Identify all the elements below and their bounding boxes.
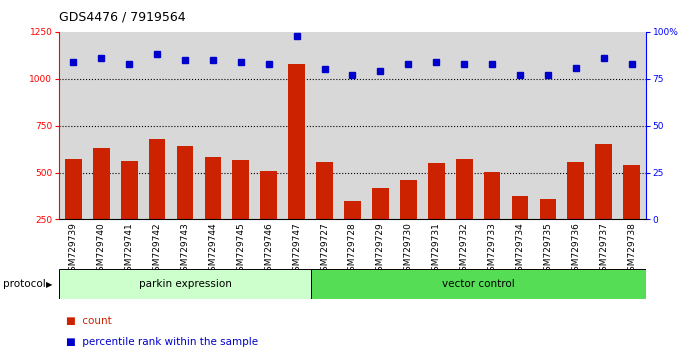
Bar [316,162,333,266]
Text: parkin expression: parkin expression [138,279,232,289]
Bar [260,171,277,266]
Text: ▶: ▶ [46,280,52,289]
Bar [93,148,110,266]
Bar [59,269,311,299]
Bar [344,201,361,266]
Text: protocol: protocol [3,279,46,289]
Bar [121,161,138,266]
Bar [372,188,389,266]
Bar [595,144,612,266]
Bar [623,165,640,266]
Text: ■  percentile rank within the sample: ■ percentile rank within the sample [66,337,258,347]
Bar [177,146,193,266]
Text: GDS4476 / 7919564: GDS4476 / 7919564 [59,11,186,24]
Bar [540,199,556,266]
Bar [149,139,165,266]
Bar [311,269,646,299]
Bar [428,163,445,266]
Bar [205,156,221,266]
Bar [456,159,473,266]
Bar [484,172,500,266]
Bar [65,159,82,266]
Bar [288,64,305,266]
Bar [232,160,249,266]
Bar [400,180,417,266]
Text: vector control: vector control [442,279,514,289]
Text: ■  count: ■ count [66,316,112,326]
Bar [567,162,584,266]
Bar [512,196,528,266]
